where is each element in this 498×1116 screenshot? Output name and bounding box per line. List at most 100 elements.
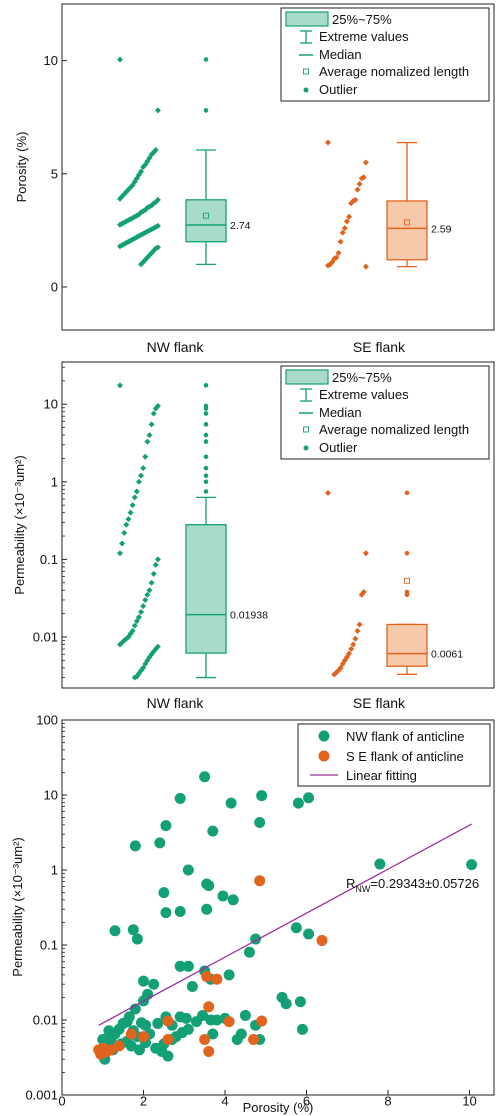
p1-point-se <box>362 263 369 270</box>
p2-outlier-nw <box>203 432 209 438</box>
p2-outlier-se <box>404 490 410 496</box>
p1-mean-se <box>404 219 410 226</box>
p3-point-nw <box>223 969 235 981</box>
p3-point-se <box>113 1040 125 1052</box>
p2-point-nw <box>131 674 138 681</box>
p2-point-nw <box>117 550 123 557</box>
p2-outlier-nw <box>203 479 209 485</box>
p2-point-nw <box>144 591 151 598</box>
p1-box-se <box>386 200 428 261</box>
p3-point-nw <box>225 797 237 809</box>
p2-plot-frame <box>61 361 495 689</box>
p3-point-nw <box>121 1016 133 1028</box>
p3-point-nw <box>256 790 268 802</box>
p2-mean-se <box>404 577 410 584</box>
p1-point-se <box>354 186 361 193</box>
p1-outlier-nw <box>203 57 209 62</box>
p3-point-nw <box>158 887 170 899</box>
p2-legend-extreme: Extreme values <box>319 387 409 402</box>
p2-point-nw <box>150 410 157 417</box>
p1-legend: 25%~75% Extreme values Median Average no… <box>280 7 490 102</box>
p3-point-nw <box>243 946 255 958</box>
p3-xtick-label: 0 <box>58 1094 65 1109</box>
p3-point-nw <box>133 1044 145 1056</box>
p2-point-nw <box>119 540 126 547</box>
p3-ytick-label: 100 <box>36 713 58 728</box>
p3-xtick-label: 4 <box>221 1094 228 1109</box>
p2-point-nw <box>142 596 149 603</box>
p3-point-se <box>101 1046 113 1058</box>
p3-legend-frame <box>297 723 491 787</box>
p2-y-ticks: 0.01 0.1 1 10 <box>33 366 67 678</box>
p2-point-nw <box>152 561 159 568</box>
p3-point-nw <box>125 1040 137 1052</box>
p2-point-nw <box>138 472 145 479</box>
p3-point-nw <box>182 864 194 876</box>
p3-nw-series <box>97 771 478 1065</box>
p1-point-se <box>356 180 363 187</box>
p3-point-nw <box>207 825 219 837</box>
p2-point-se <box>325 489 331 496</box>
p2-point-nw <box>142 453 149 460</box>
p1-point-nw <box>117 195 123 202</box>
p1-point-nw <box>117 221 123 228</box>
p3-point-nw <box>135 1017 147 1029</box>
p1-point-se <box>339 229 346 236</box>
p1-legend-outlier: Outlier <box>319 82 358 97</box>
p3-legend-nw-icon <box>318 730 330 742</box>
p1-legend-median: Median <box>319 47 362 62</box>
p2-point-se <box>354 627 361 634</box>
p2-point-se <box>350 641 357 648</box>
p3-point-nw <box>290 922 302 934</box>
p3-annotation-main: R <box>346 876 355 891</box>
p3-point-nw <box>148 978 160 990</box>
p2-point-nw <box>142 660 149 667</box>
p2-point-nw <box>135 614 142 621</box>
p3-point-nw <box>374 858 386 870</box>
p2-outlier-nw <box>203 465 209 471</box>
p3-xtick-label: 6 <box>303 1094 310 1109</box>
p3-point-nw <box>201 878 213 890</box>
p2-legend-median: Median <box>319 405 362 420</box>
p3-fit-line <box>98 823 472 1026</box>
p3-xtick-label: 10 <box>462 1094 476 1109</box>
p3-legend-se: S E flank of anticline <box>346 749 464 764</box>
p3-point-nw <box>160 820 172 832</box>
p1-point-nw <box>138 261 145 268</box>
p1-y-axis-label: Porosity (%) <box>14 132 29 203</box>
p1-legend-extreme: Extreme values <box>319 29 409 44</box>
p3-point-nw <box>127 924 139 936</box>
p1-point-se <box>358 175 365 182</box>
scatter-panel: Permeability (×10⁻³um²) Porosity (%) 0.0… <box>10 713 495 1115</box>
p2-legend-outlier: Outlier <box>319 440 358 455</box>
p2-point-nw <box>129 502 136 509</box>
p3-point-se <box>125 1028 137 1040</box>
p3-annotation: RNW=0.29343±0.05726 <box>346 876 479 894</box>
p2-x-label-nw: NW flank <box>147 695 205 711</box>
p3-legend-fit: Linear fitting <box>346 768 417 783</box>
p2-legend: 25%~75% Extreme values Median Average no… <box>280 365 490 460</box>
p1-point-nw <box>117 56 123 63</box>
p1-point-se <box>341 225 348 232</box>
p2-point-se <box>339 660 346 667</box>
p1-legend-average-icon <box>303 68 309 75</box>
p2-ytick-label: 0.1 <box>40 552 58 567</box>
p3-point-nw <box>217 890 229 902</box>
p2-point-nw <box>140 603 147 610</box>
p3-point-nw <box>109 925 121 937</box>
p3-annotation-sub: NW <box>355 884 370 894</box>
p2-point-nw <box>127 509 134 516</box>
p3-se-series <box>93 875 328 1060</box>
p2-point-nw <box>144 438 151 445</box>
p3-point-nw <box>138 975 150 987</box>
p3-point-nw <box>152 1017 164 1029</box>
p2-point-nw <box>148 579 155 586</box>
p2-outlier-nw <box>203 473 209 478</box>
p1-plot-frame <box>61 3 495 331</box>
p1-point-se <box>346 213 353 220</box>
p2-point-nw <box>154 556 161 563</box>
p2-outlier-nw <box>203 383 209 388</box>
p1-point-nw <box>140 164 147 170</box>
p3-point-nw <box>201 903 213 915</box>
